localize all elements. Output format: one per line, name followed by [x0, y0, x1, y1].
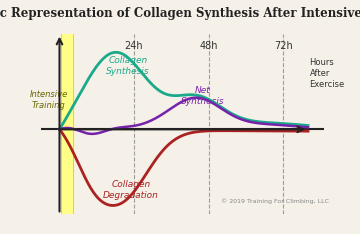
Text: Net
Synthesis: Net Synthesis — [181, 86, 224, 106]
Text: Collagen
Synthesis: Collagen Synthesis — [106, 55, 150, 76]
Text: © 2019 Training For Climbing, LLC: © 2019 Training For Climbing, LLC — [221, 199, 329, 204]
Text: 72h: 72h — [274, 41, 293, 51]
Bar — [61, 34, 73, 214]
Text: Schematic Representation of Collagen Synthesis After Intensive Training: Schematic Representation of Collagen Syn… — [0, 7, 360, 20]
Text: Intensive
Training: Intensive Training — [30, 90, 68, 110]
Text: 24h: 24h — [125, 41, 143, 51]
Text: Hours
After
Exercise: Hours After Exercise — [310, 58, 345, 89]
Text: Collagen
Degradation: Collagen Degradation — [103, 180, 159, 201]
Text: 48h: 48h — [199, 41, 218, 51]
